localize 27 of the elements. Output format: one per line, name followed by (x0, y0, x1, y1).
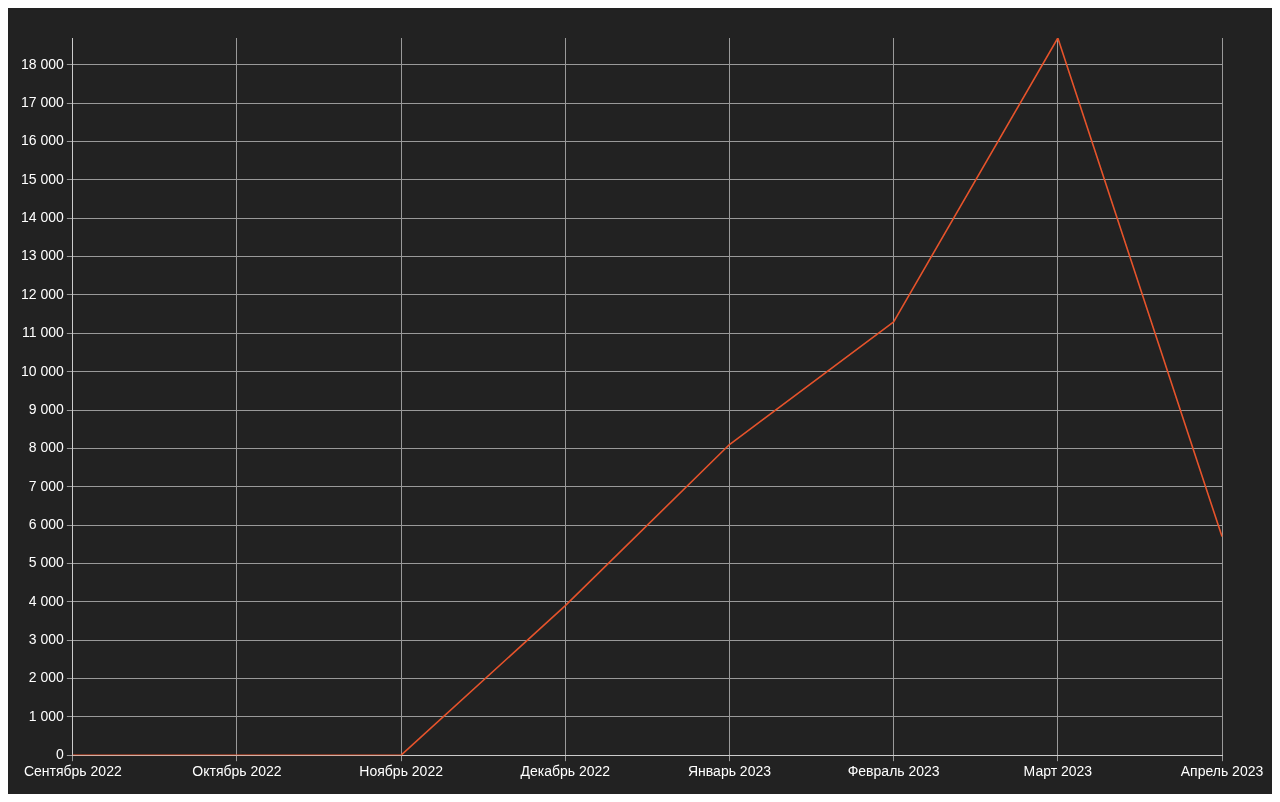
y-tick-label: 18 000 (20, 55, 65, 72)
x-tick-label: Ноябрь 2022 (359, 763, 444, 780)
y-tick-label: 0 (56, 746, 65, 763)
y-tick-label: 2 000 (28, 669, 65, 686)
y-tick-label: 12 000 (20, 285, 65, 302)
x-tick-label: Апрель 2023 (1180, 763, 1264, 780)
y-tick-label: 14 000 (20, 209, 65, 226)
x-tick-label: Декабрь 2022 (520, 763, 611, 780)
y-tick-label: 7 000 (28, 477, 65, 494)
x-tick-label: Сентябрь 2022 (23, 763, 122, 780)
y-tick-label: 9 000 (28, 400, 65, 417)
y-tick-label: 17 000 (20, 94, 65, 111)
x-tick-label: Март 2023 (1023, 763, 1093, 780)
y-tick-label: 6 000 (28, 515, 65, 532)
x-tick-label: Февраль 2023 (847, 763, 940, 780)
y-tick-label: 3 000 (28, 631, 65, 647)
y-tick-label: 1 000 (28, 707, 65, 724)
y-tick-label: 8 000 (28, 439, 65, 456)
y-tick-label: 10 000 (20, 362, 65, 379)
y-tick-label: 5 000 (28, 554, 65, 571)
y-tick-label: 4 000 (28, 592, 65, 609)
y-tick-label: 15 000 (20, 170, 65, 187)
y-tick-label: 16 000 (20, 132, 65, 149)
x-tick-label: Октябрь 2022 (192, 763, 282, 780)
y-tick-label: 13 000 (20, 247, 65, 264)
x-tick-label: Январь 2023 (687, 763, 772, 780)
y-tick-label: 11 000 (22, 324, 65, 341)
